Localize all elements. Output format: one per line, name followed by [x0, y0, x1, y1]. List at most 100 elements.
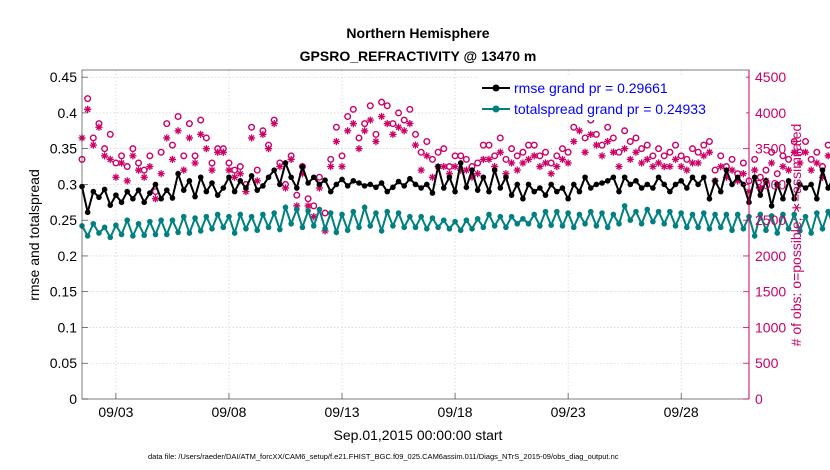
obs-assimilated-point [361, 127, 369, 135]
rmse-point [356, 180, 362, 186]
totalspread-point [593, 223, 600, 229]
obs-possible-point [581, 134, 589, 142]
rmse-point [429, 190, 436, 196]
obs-assimilated-point [558, 155, 567, 164]
obs-possible-point [700, 141, 708, 149]
rmse-point [90, 188, 97, 195]
obs-possible-point [197, 116, 205, 124]
totalspread-point [474, 215, 481, 222]
totalspread-point [452, 218, 458, 225]
rmse-point [808, 181, 814, 188]
rmse-point [84, 209, 91, 216]
totalspread-point [339, 211, 345, 218]
obs-possible-point [372, 130, 380, 138]
obs-assimilated-point [423, 152, 431, 160]
obs-possible-point [344, 112, 352, 120]
obs-possible-point [118, 152, 126, 160]
totalspread-point [520, 215, 526, 222]
totalspread-point [503, 224, 509, 231]
obs-assimilated-point [112, 173, 120, 181]
obs-assimilated-point [784, 166, 793, 174]
obs-assimilated-point [705, 148, 714, 156]
totalspread-point [203, 213, 210, 220]
totalspread-point [582, 220, 588, 227]
rmse-point [734, 174, 741, 181]
totalspread-point [243, 225, 249, 232]
totalspread-point [356, 224, 362, 231]
totalspread-point [808, 230, 814, 236]
totalspread-point [706, 225, 713, 232]
obs-possible-point [157, 148, 165, 156]
obs-assimilated-point [383, 120, 391, 128]
obs-assimilated-point [581, 148, 589, 156]
right-tick-label: 1000 [755, 319, 786, 335]
obs-possible-point [643, 141, 651, 149]
rmse-point [440, 185, 447, 191]
rmse-point [644, 181, 651, 188]
totalspread-point [147, 218, 153, 225]
obs-possible-point [553, 152, 561, 160]
rmse-point [299, 163, 306, 170]
totalspread-point [740, 225, 747, 232]
totalspread-point [825, 208, 830, 215]
rmse-point [192, 193, 198, 200]
obs-assimilated-point [106, 155, 114, 164]
obs-assimilated-point [281, 184, 290, 192]
obs-possible-point [395, 109, 403, 117]
rmse-point [147, 190, 153, 196]
rmse-point [514, 181, 521, 188]
rmse-point [706, 195, 713, 202]
totalspread-point [248, 213, 255, 220]
obs-possible-point [773, 170, 781, 178]
x-axis-label: Sep.01,2015 00:00:00 start [334, 427, 503, 443]
obs-assimilated-point [157, 170, 165, 178]
rmse-point [395, 178, 402, 185]
rmse-point [463, 184, 470, 191]
rmse-point [158, 195, 164, 202]
right-axis-label: # of obs: o=possible; ∗=assimilated [788, 124, 804, 347]
obs-possible-point [428, 155, 436, 163]
totalspread-point [141, 232, 147, 239]
totalspread-point [446, 225, 453, 232]
totalspread-point [508, 213, 515, 220]
obs-assimilated-point [609, 148, 617, 156]
totalspread-point [497, 213, 504, 220]
obs-possible-point [412, 130, 420, 138]
obs-assimilated-point [717, 162, 725, 171]
obs-possible-point [146, 152, 154, 160]
totalspread-point [361, 204, 368, 211]
obs-possible-point [321, 209, 329, 217]
obs-assimilated-point [129, 152, 137, 160]
obs-possible-point [694, 148, 702, 156]
rmse-point [288, 174, 294, 181]
rmse-point [689, 174, 696, 181]
obs-possible-point [106, 130, 114, 138]
obs-possible-point [672, 141, 680, 149]
rmse-point [282, 160, 289, 166]
right-axis: 0 500 1000 1500 2000 2500 3000 3500 4000 4500 [743, 69, 786, 407]
totalspread-point [689, 211, 696, 218]
obs-possible-point [785, 155, 793, 163]
obs-assimilated-point [541, 159, 550, 167]
totalspread-point [570, 224, 577, 231]
obs-possible-point [542, 148, 550, 156]
obs-possible-point [462, 155, 470, 163]
rmse-point [373, 184, 379, 191]
rmse-point [542, 192, 549, 198]
obs-assimilated-point [231, 173, 239, 181]
obs-assimilated-point [677, 162, 685, 171]
obs-assimilated-point [225, 166, 233, 174]
totalspread-point [378, 228, 385, 234]
obs-possible-point [89, 134, 97, 142]
totalspread-point [695, 224, 701, 231]
rmse-point [723, 167, 730, 173]
legend-rmse-marker [492, 84, 500, 92]
obs-possible-point [361, 120, 369, 128]
obs-possible-point [824, 141, 830, 149]
obs-assimilated-point [134, 166, 143, 174]
rmse-point [305, 180, 311, 186]
legend: rmse grand pr = 0.29661 totalspread gran… [478, 76, 746, 120]
totalspread-point [322, 225, 328, 232]
obs-assimilated-point [547, 170, 555, 178]
right-tick-label: 2000 [755, 248, 786, 264]
